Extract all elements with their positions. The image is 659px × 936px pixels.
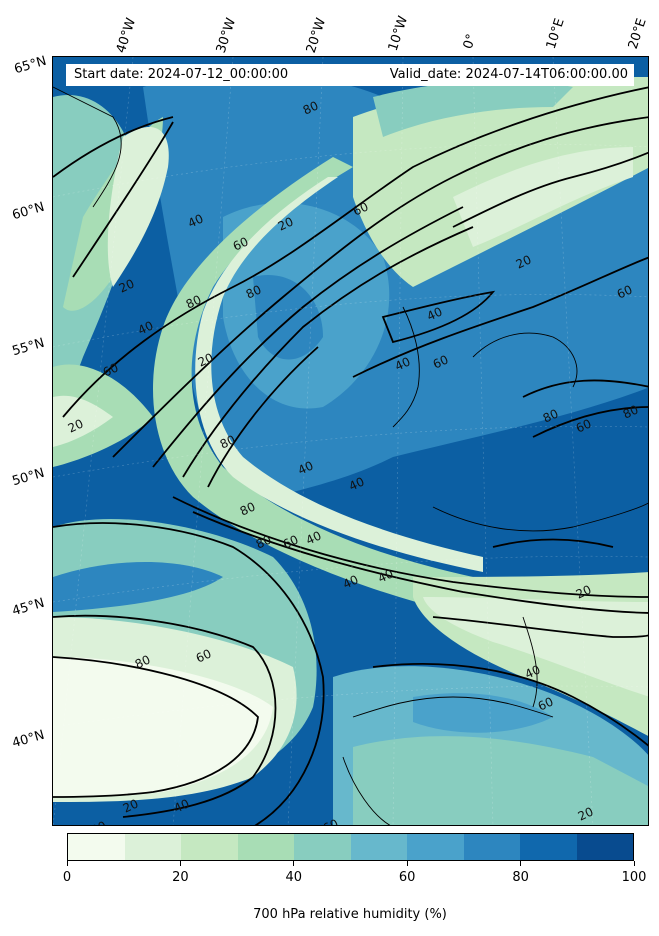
lon-label-20e: 20°E [625,16,650,51]
colorbar-tick-label: 80 [512,870,529,885]
colorbar-tick [520,861,522,866]
lat-label-45n: 45°N [10,595,47,620]
colorbar-segment [350,834,407,860]
colorbar-segment [294,834,351,860]
lat-label-55n: 55°N [10,335,47,360]
lat-label-60n: 60°N [10,199,47,224]
colorbar-segment [124,834,181,860]
lon-label-30w: 30°W [213,16,240,55]
colorbar-tick [66,861,68,866]
colorbar-tick [633,861,635,866]
colorbar-tick-label: 0 [62,870,72,885]
date-info-bar: Start date: 2024-07-12_00:00:00 Valid_da… [66,64,634,86]
lat-label-40n: 40°N [10,727,47,752]
colorbar-tick [406,861,408,866]
colorbar-tick-label: 20 [172,870,189,885]
colorbar-segment [576,834,633,860]
colorbar-segment [68,834,125,860]
colorbar-tick [293,861,295,866]
colorbar-segment [407,834,464,860]
lat-label-50n: 50°N [10,465,47,490]
map-panel: 80 20 60 40 20 80 60 80 20 40 60 20 80 40 40 60 80 40 80 80… [52,56,649,826]
colorbar-segment [520,834,577,860]
colorbar-segment [463,834,520,860]
lon-label-0: 0° [460,32,480,51]
colorbar-segment [237,834,294,860]
colorbar-segment [181,834,238,860]
lon-label-40w: 40°W [113,16,140,55]
colorbar-tick-label: 100 [621,870,647,885]
colorbar-title: 700 hPa relative humidity (%) [253,907,447,922]
lon-label-10e: 10°E [543,16,568,51]
colorbar [67,833,634,861]
lat-label-65n: 65°N [12,53,49,78]
colorbar-tick [179,861,181,866]
colorbar-tick-label: 40 [285,870,303,885]
start-date: Start date: 2024-07-12_00:00:00 [74,67,289,82]
valid-date: Valid_date: 2024-07-14T06:00:00.00 [389,67,628,82]
colorbar-tick-label: 60 [398,870,416,885]
lon-label-20w: 20°W [303,16,330,55]
lon-label-10w: 10°W [385,14,412,53]
humidity-field [53,57,648,825]
